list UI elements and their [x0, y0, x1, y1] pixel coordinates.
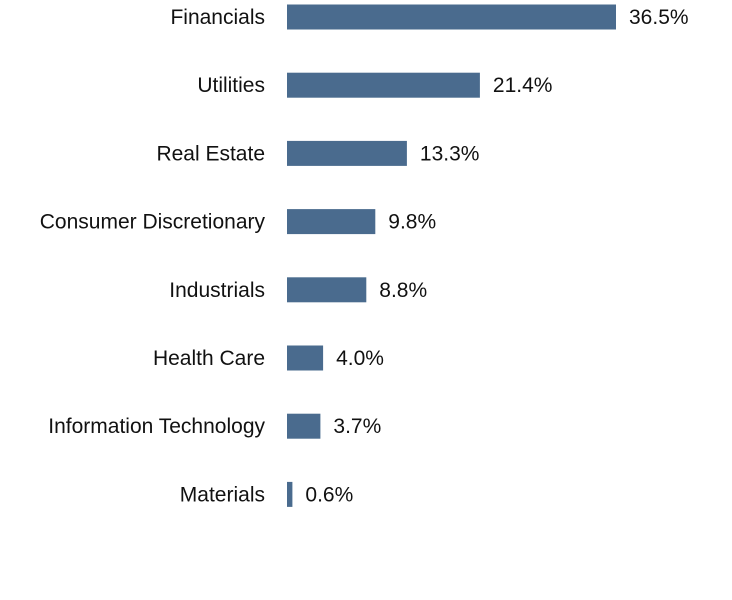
value-label-3: 9.8% — [388, 211, 436, 234]
bar-1 — [287, 72, 480, 98]
bar-7 — [287, 481, 293, 507]
bars-group — [287, 4, 616, 507]
value-label-6: 3.7% — [333, 415, 381, 438]
bar-0 — [287, 4, 616, 30]
category-label-1: Utilities — [197, 74, 265, 97]
category-labels-group: Financials Utilities Real Estate Consumer D… — [40, 6, 266, 506]
category-label-0: Financials — [170, 6, 265, 29]
bar-2 — [287, 140, 407, 166]
category-label-5: Health Care — [153, 347, 265, 370]
value-label-7: 0.6% — [305, 483, 353, 506]
category-label-2: Real Estate — [156, 142, 265, 165]
bar-3 — [287, 209, 376, 235]
bar-4 — [287, 277, 367, 303]
category-label-7: Materials — [180, 483, 265, 506]
category-label-4: Industrials — [169, 279, 265, 302]
value-label-0: 36.5% — [629, 6, 689, 29]
category-label-6: Information Technology — [48, 415, 265, 438]
value-label-5: 4.0% — [336, 347, 384, 370]
value-label-2: 13.3% — [420, 142, 480, 165]
value-labels-group: 36.5% 21.4% 13.3% 9.8% 8.8% 4.0% 3.7% 0.6% — [305, 6, 688, 506]
value-label-4: 8.8% — [379, 279, 427, 302]
bar-6 — [287, 413, 321, 439]
value-label-1: 21.4% — [493, 74, 553, 97]
category-label-3: Consumer Discretionary — [40, 211, 266, 234]
bar-5 — [287, 345, 324, 371]
